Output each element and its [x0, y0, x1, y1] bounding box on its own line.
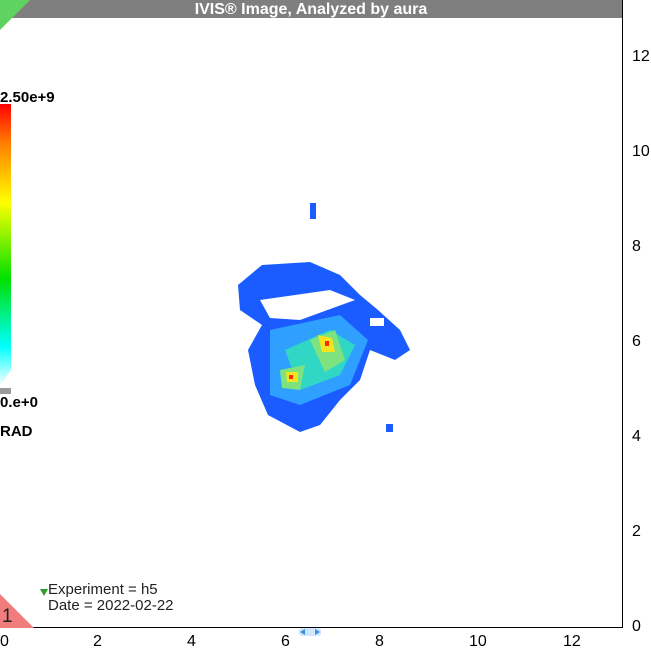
image-index-label: 1	[2, 606, 13, 627]
x-tick-label: 0	[0, 633, 9, 650]
hotspot-1	[325, 341, 329, 346]
colorbar-unit-label: RAD	[0, 423, 33, 440]
y-tick-label: 10	[632, 143, 650, 160]
plot-area	[0, 0, 623, 628]
y-tick-label: 8	[632, 238, 641, 255]
y-tick-label: 4	[632, 428, 641, 445]
horizontal-drag-handle[interactable]	[299, 628, 321, 636]
corner-marker-top-left	[0, 0, 30, 30]
x-tick-label: 8	[375, 633, 384, 650]
colorbar-min-label: 0.e+0	[0, 394, 38, 411]
signal-spot-right	[386, 424, 393, 432]
hotspot-2	[289, 375, 293, 379]
colorbar-max-label: 2.50e+9	[0, 89, 55, 106]
x-tick-label: 2	[93, 633, 102, 650]
y-tick-label: 0	[632, 618, 641, 635]
colorbar-gradient	[0, 104, 11, 386]
x-tick-label: 6	[281, 633, 290, 650]
x-tick-label: 4	[187, 633, 196, 650]
x-tick-label: 12	[563, 633, 581, 650]
colorbar-low-arrow-icon	[0, 368, 12, 386]
y-tick-label: 2	[632, 523, 641, 540]
y-tick-label: 12	[632, 48, 650, 65]
experiment-label: Experiment = h5	[48, 581, 158, 598]
colorbar-underflow-swatch	[0, 388, 11, 394]
image-title: IVIS® Image, Analyzed by aura	[0, 0, 622, 18]
x-tick-label: 10	[469, 633, 487, 650]
bioluminescence-image	[238, 203, 410, 432]
signal-spot-top	[310, 203, 316, 219]
experiment-marker-icon	[40, 589, 48, 596]
y-tick-label: 6	[632, 333, 641, 350]
date-label: Date = 2022-02-22	[48, 597, 174, 614]
corner-marker-bottom-left	[0, 594, 34, 628]
